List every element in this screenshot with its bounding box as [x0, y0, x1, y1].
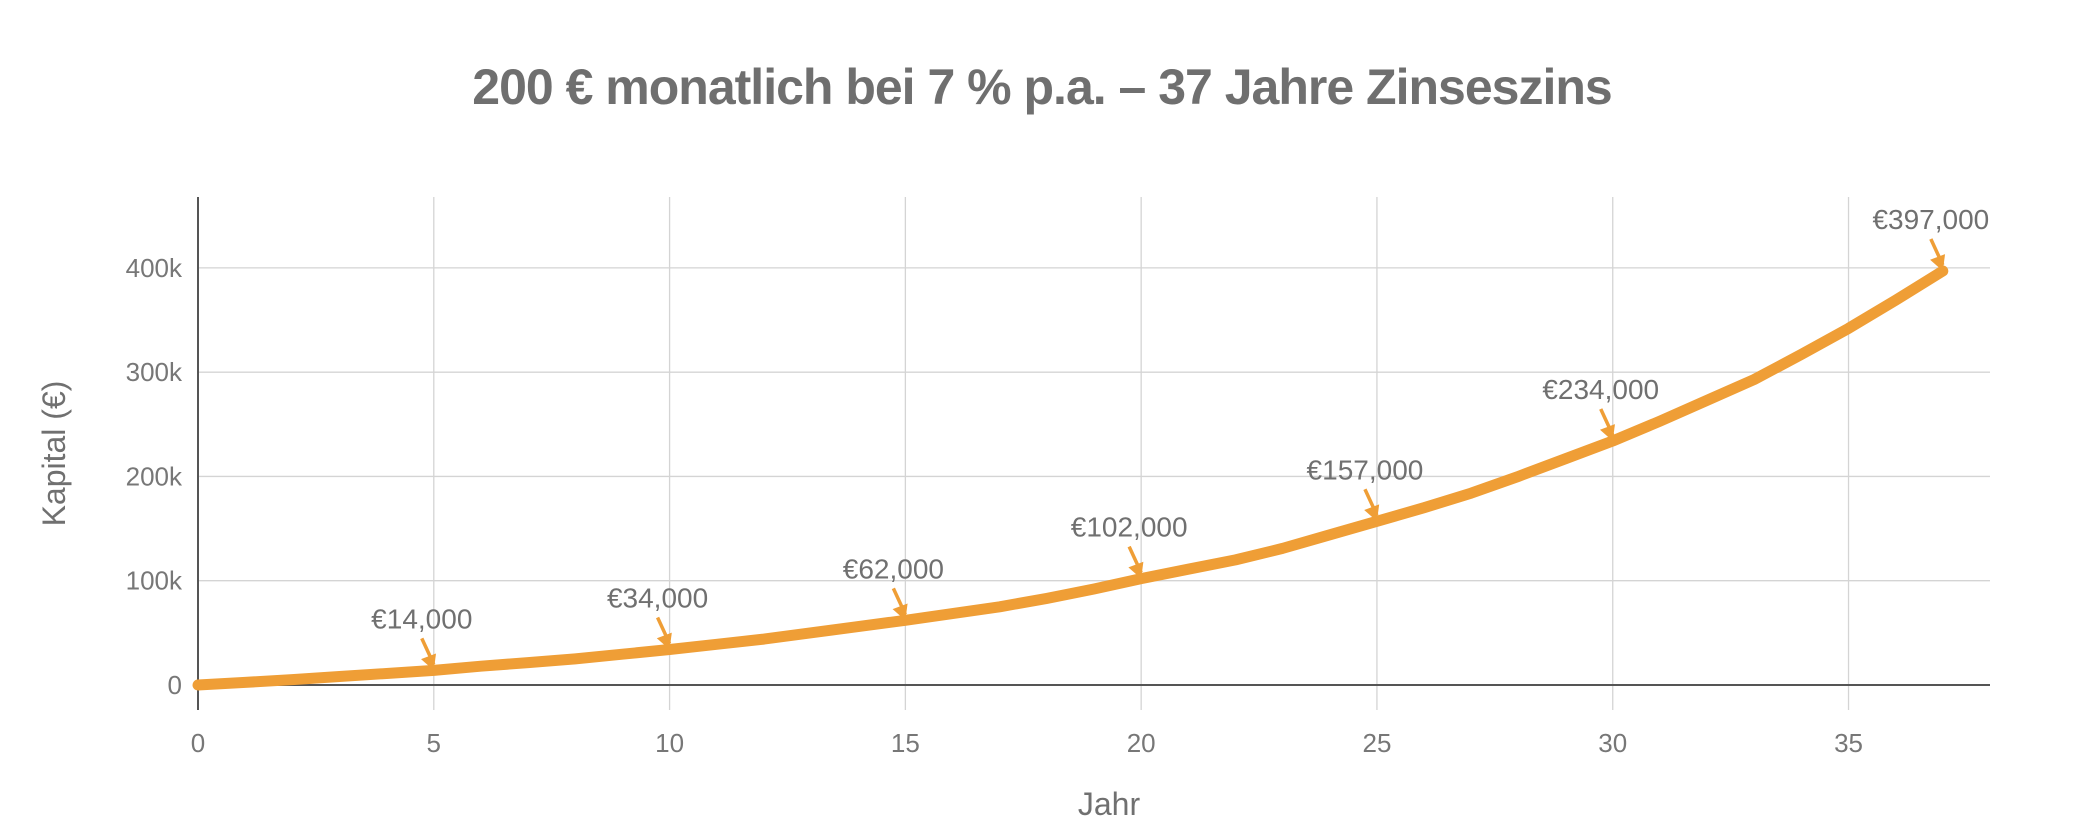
y-axis-title: Kapital (€): [36, 381, 72, 527]
annotation-label: €397,000: [1872, 204, 1989, 235]
y-tick-label: 200k: [126, 461, 183, 491]
annotation-arrowhead: [1599, 424, 1615, 441]
x-axis-title: Jahr: [1078, 786, 1141, 822]
x-tick-label: 25: [1362, 728, 1391, 758]
chart-title: 200 € monatlich bei 7 % p.a. – 37 Jahre …: [472, 59, 1612, 115]
annotation-arrowhead: [1364, 504, 1380, 522]
y-tick-label: 300k: [126, 357, 183, 387]
annotation-label: €157,000: [1307, 454, 1424, 485]
annotation-label: €14,000: [371, 603, 472, 634]
series: [192, 265, 1949, 691]
grid: [198, 197, 1990, 710]
x-tick-label: 30: [1598, 728, 1627, 758]
x-tick-label: 5: [427, 728, 441, 758]
annotation-arrowhead: [892, 603, 908, 621]
annotation-label: €34,000: [607, 583, 708, 614]
axes: 0 5 10 15 20 25 30 35 0 100k 200k 300k 400k: [126, 197, 1990, 758]
series-line: [192, 265, 1949, 691]
x-tick-label: 20: [1127, 728, 1156, 758]
annotation-arrowhead: [656, 632, 672, 650]
y-tick-label: 0: [168, 670, 182, 700]
annotation-arrowhead: [421, 653, 437, 671]
annotation-arrowhead: [1128, 561, 1144, 579]
x-tick-label: 10: [655, 728, 684, 758]
annotation-label: €62,000: [843, 553, 944, 584]
x-tick-label: 0: [191, 728, 205, 758]
x-tick-label: 35: [1834, 728, 1863, 758]
annotation-arrowhead: [1930, 254, 1946, 272]
y-tick-label: 400k: [126, 253, 183, 283]
annotations: €14,000 €34,000 €62,000 €102,000 €157,000 €23…: [371, 204, 1989, 671]
x-tick-label: 15: [891, 728, 920, 758]
annotation-label: €234,000: [1542, 374, 1659, 405]
annotation-label: €102,000: [1071, 512, 1188, 543]
y-tick-label: 100k: [126, 566, 183, 596]
